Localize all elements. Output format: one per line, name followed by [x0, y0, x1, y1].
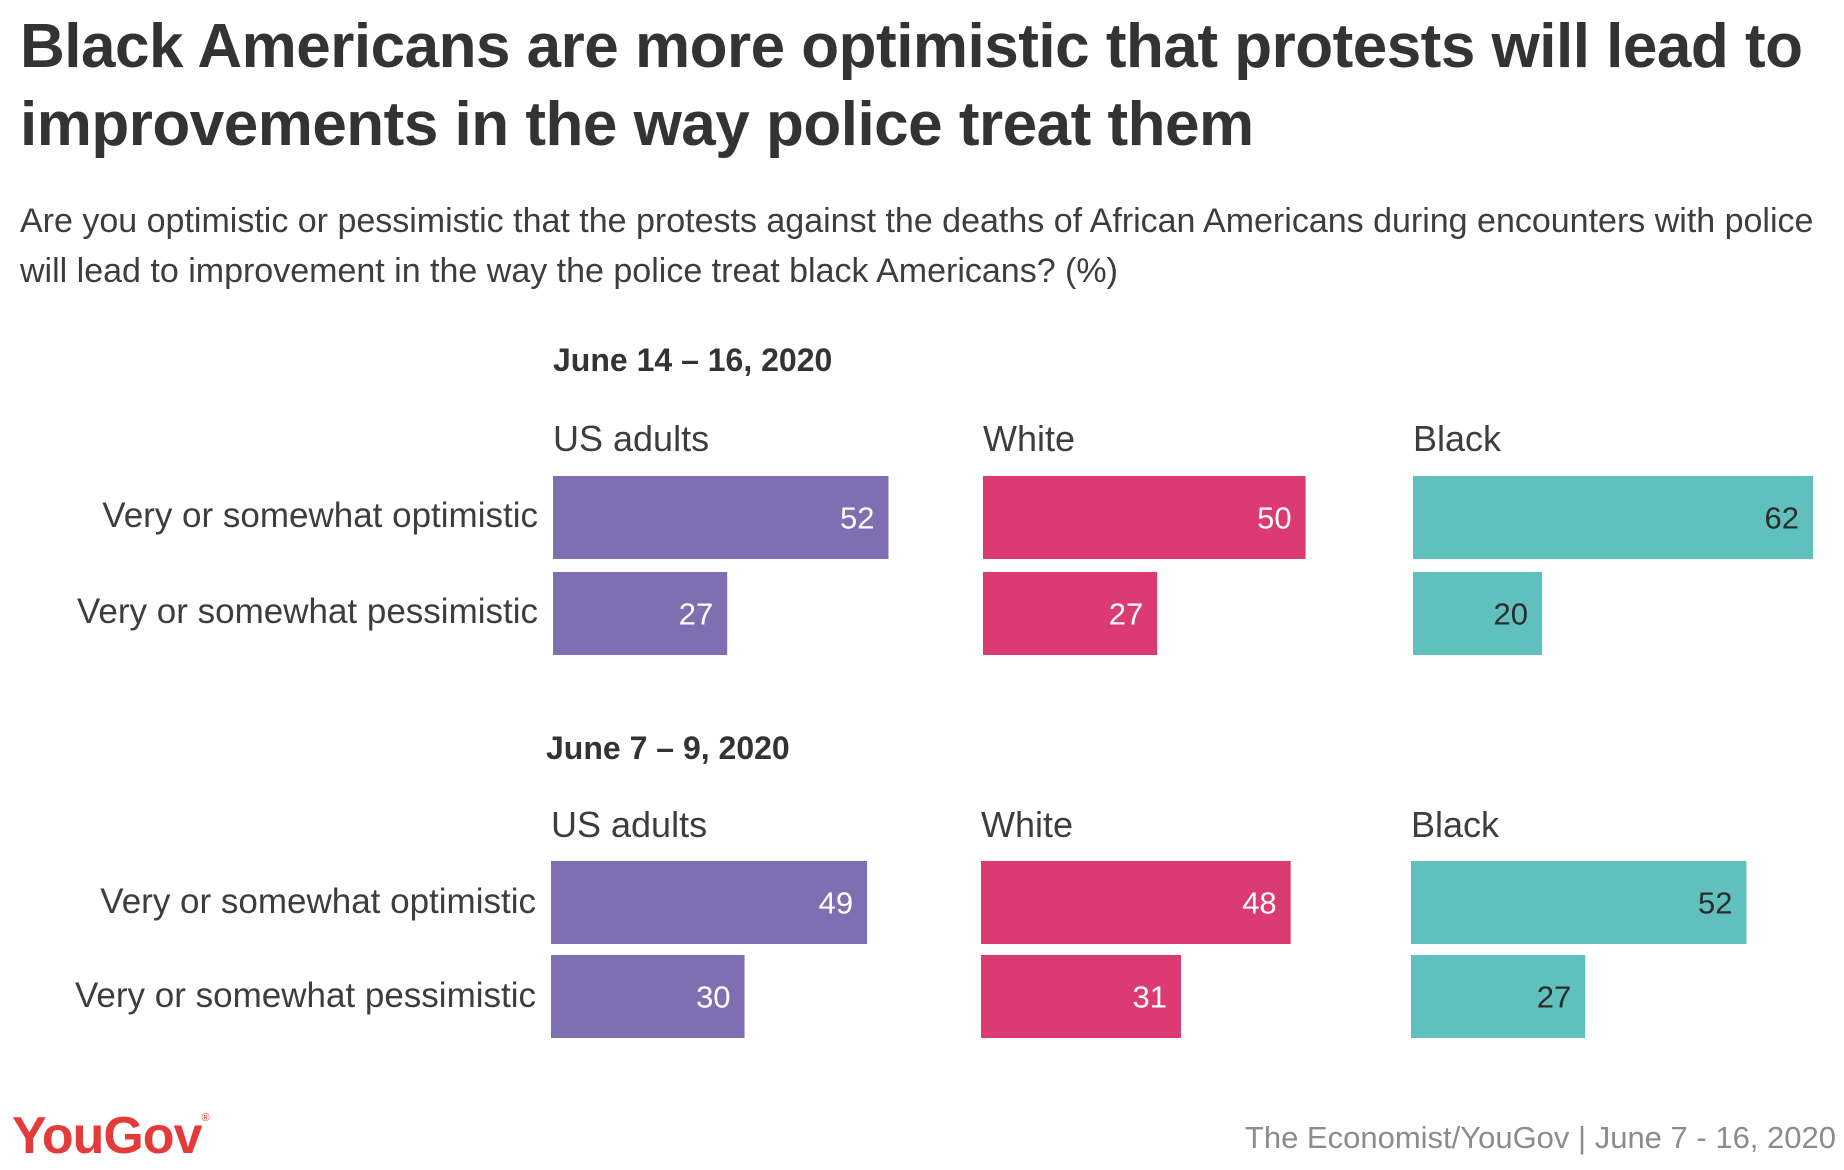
bar-value-label: 27: [1537, 980, 1571, 1015]
logo-text: YouGov: [12, 1107, 202, 1165]
logo-registered-mark: ®: [201, 1112, 209, 1124]
group-head-black-1: Black: [1413, 418, 1502, 459]
bar-value-label: 62: [1765, 501, 1799, 536]
bar-value-label: 31: [1133, 980, 1167, 1015]
bar-black-optimistic-2: [1411, 861, 1747, 944]
row-label-pessimistic-2: Very or somewhat pessimistic: [75, 976, 536, 1015]
bar-value-label: 27: [679, 597, 713, 632]
chart-subtitle: Are you optimistic or pessimistic that t…: [20, 202, 1814, 290]
group-head-white-1: White: [983, 418, 1076, 459]
bar-value-label: 48: [1242, 886, 1276, 921]
bar-us-adults-pessimistic-2: [551, 955, 745, 1038]
panel-title-2: June 7 – 9, 2020: [546, 730, 790, 766]
bar-us-adults-optimistic-2: [551, 861, 868, 944]
bar-black-pessimistic-1: [1413, 572, 1543, 655]
bar-value-label: 49: [819, 886, 853, 921]
bar-value-label: 50: [1257, 501, 1291, 536]
bar-value-label: 30: [696, 980, 730, 1015]
panel-title-1: June 14 – 16, 2020: [553, 342, 833, 378]
group-head-black-2: Black: [1411, 804, 1500, 845]
group-head-white-2: White: [981, 804, 1074, 845]
source-note: The Economist/YouGov | June 7 - 16, 2020: [1244, 1120, 1836, 1155]
row-label-optimistic-2: Very or somewhat optimistic: [100, 882, 536, 921]
bar-us-adults-optimistic-1: [553, 476, 889, 559]
group-head-us-adults-1: US adults: [553, 418, 710, 459]
group-head-us-adults-2: US adults: [551, 804, 708, 845]
bar-value-label: 20: [1494, 597, 1528, 632]
bar-white-optimistic-1: [983, 476, 1306, 559]
bar-white-optimistic-2: [981, 861, 1291, 944]
row-label-optimistic-1: Very or somewhat optimistic: [102, 496, 538, 535]
bar-value-label: 52: [840, 501, 874, 536]
bar-white-pessimistic-2: [981, 955, 1181, 1038]
bar-value-label: 52: [1698, 886, 1732, 921]
row-label-pessimistic-1: Very or somewhat pessimistic: [77, 592, 538, 631]
bar-white-pessimistic-1: [983, 572, 1158, 655]
bar-black-pessimistic-2: [1411, 955, 1586, 1038]
bar-black-optimistic-1: [1413, 476, 1813, 559]
yougov-logo: YouGov®: [12, 1106, 210, 1166]
chart-title: Black Americans are more optimistic that…: [20, 12, 1803, 159]
bar-value-label: 27: [1109, 597, 1143, 632]
bar-us-adults-pessimistic-1: [553, 572, 728, 655]
